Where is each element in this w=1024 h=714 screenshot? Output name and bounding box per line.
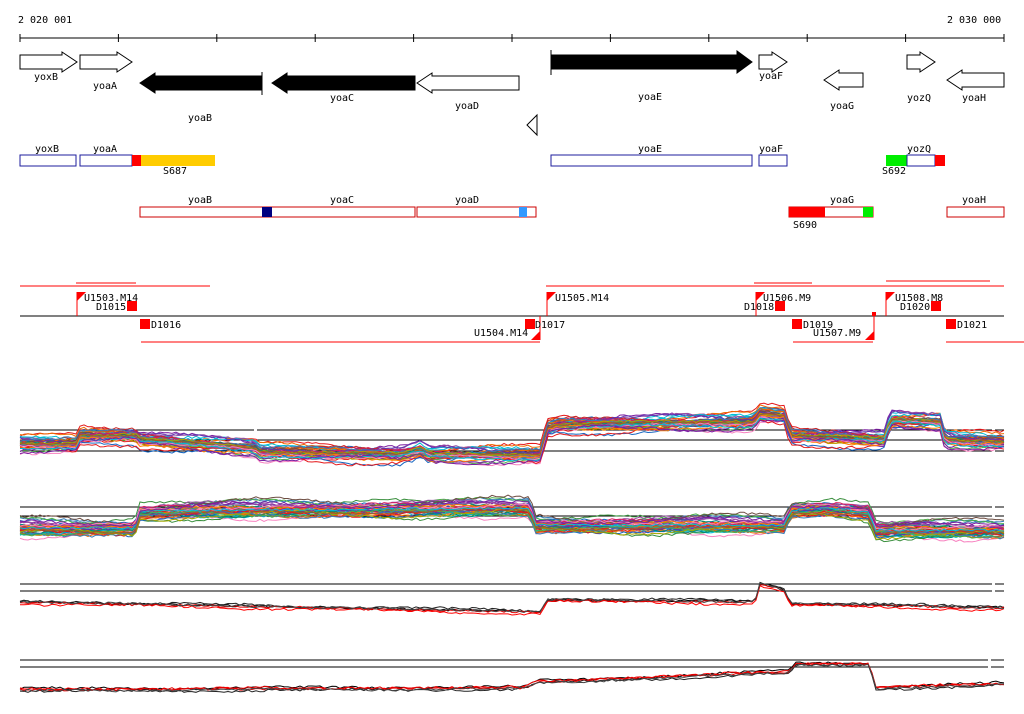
ruler-start-label: 2 020 001: [18, 15, 72, 26]
gene-label: yoaF: [759, 71, 783, 82]
segment-label: D1019: [803, 320, 833, 331]
segment-label: D1018: [744, 302, 774, 313]
segment-label: D1017: [535, 320, 565, 331]
gene-arrow: yoaA: [79, 51, 133, 92]
gene-label: yoaE: [638, 92, 662, 103]
feature-label: yoaH: [962, 195, 986, 206]
gene-arrow: yoaG: [823, 69, 864, 112]
gene-arrow: yoaC: [271, 72, 416, 104]
gene-label: yozQ: [907, 93, 931, 104]
small-triangle-icon: [526, 113, 538, 137]
marker-label: S692: [882, 166, 906, 177]
feature-label: yoaG: [830, 195, 854, 206]
gene-label: yoaB: [188, 113, 212, 124]
gene-arrow: yozQ: [906, 51, 936, 104]
feature-label: yoaA: [93, 144, 117, 155]
segment-label: D1020: [900, 302, 930, 313]
segment-track: U1503.M14 D1015 U1505.M14 U1506.M9 D1018…: [20, 280, 1024, 343]
annotation-track-plus: yoxB yoaA S687 yoaE yoaF yozQ S692: [19, 144, 945, 177]
gene-label: yoaA: [93, 81, 117, 92]
segment-label: U1503.M14: [84, 293, 138, 304]
marker-label: S687: [163, 166, 187, 177]
gene-label: yoaG: [830, 101, 854, 112]
gene-label: yoxB: [34, 72, 58, 83]
segment-label: D1015: [96, 302, 126, 313]
segment-label: D1016: [151, 320, 181, 331]
segment-label: U1505.M14: [555, 293, 609, 304]
gene-label: yoaH: [962, 93, 986, 104]
expression-summary-minus: [19, 630, 1005, 693]
feature-label: yoaF: [759, 144, 783, 155]
segment-label: U1506.M9: [763, 293, 811, 304]
gene-track: yoxB yoaA yoaB yoaC yoaD yoaE yoaF: [19, 50, 1005, 137]
segment-label: U1507.M9: [813, 328, 861, 339]
annotation-track-minus: yoaB yoaC yoaD yoaG S690 yoaH: [139, 195, 1005, 231]
feature-label: yoaD: [455, 195, 479, 206]
gene-arrow: yoaH: [946, 69, 1005, 104]
gene-arrow: yoaD: [416, 72, 520, 112]
marker-label: S690: [793, 220, 817, 231]
expression-profile-plus: [19, 400, 1005, 467]
gene-label: yoaC: [330, 93, 354, 104]
feature-label: yoaC: [330, 195, 354, 206]
gene-label: yoaD: [455, 101, 479, 112]
gene-arrow: yoaF: [758, 51, 788, 82]
gene-arrow: yoaE: [550, 50, 753, 103]
feature-label: yozQ: [907, 144, 931, 155]
segment-label: D1021: [957, 320, 987, 331]
ruler-end-label: 2 030 000: [947, 15, 1001, 26]
gene-arrow: yoaB: [139, 72, 263, 124]
gene-arrow: yoxB: [19, 51, 78, 83]
feature-label: yoxB: [35, 144, 59, 155]
expression-profile-minus: [19, 477, 1005, 543]
coordinate-ruler: 2 020 001 2 030 000: [18, 15, 1005, 42]
feature-label: yoaB: [188, 195, 212, 206]
segment-label: U1508.M8: [895, 293, 943, 304]
expression-summary-plus: [19, 554, 1005, 616]
segment-label: U1504.M14: [474, 328, 528, 339]
feature-label: yoaE: [638, 144, 662, 155]
